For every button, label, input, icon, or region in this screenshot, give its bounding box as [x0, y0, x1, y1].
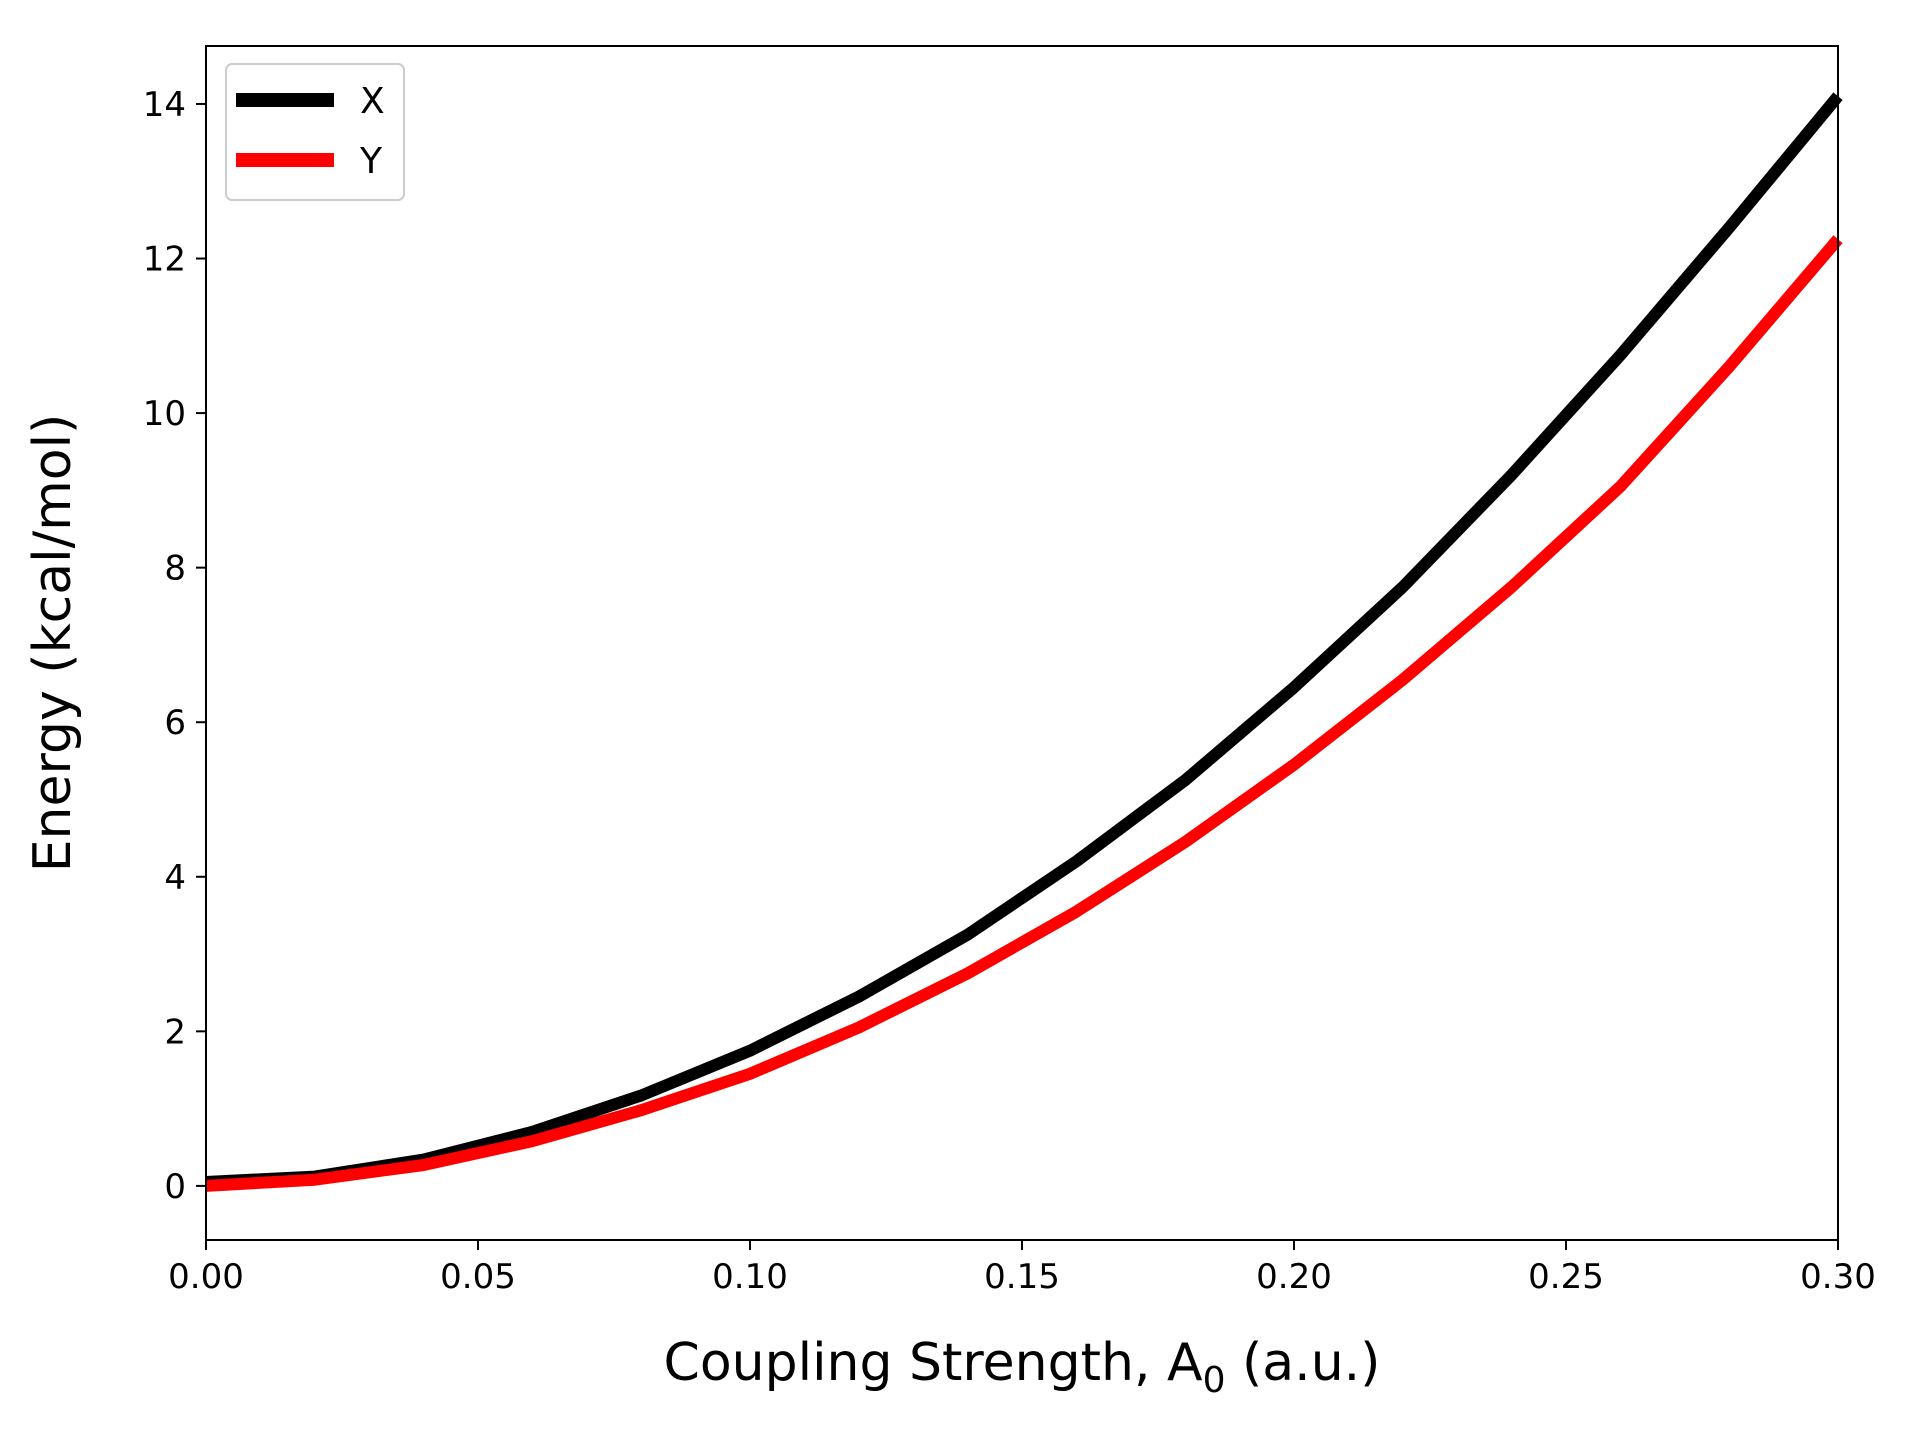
x-tick-label: 0.00 [168, 1257, 244, 1297]
series-line-y [205, 235, 1843, 1192]
y-tick-label: 2 [164, 1012, 186, 1052]
y-tick-label: 14 [143, 85, 186, 125]
x-ticks: 0.00 0.05 0.10 0.15 0.20 0.25 0.30 [168, 1240, 1876, 1297]
plot-frame [205, 45, 1839, 1241]
y-tick-label: 8 [164, 549, 186, 589]
y-axis-label: Energy (kcal/mol) [23, 414, 83, 873]
x-tick-label: 0.05 [440, 1257, 516, 1297]
y-ticks: 0 2 4 6 8 10 12 14 [143, 85, 206, 1207]
y-tick-label: 12 [143, 240, 186, 280]
series-lines [205, 92, 1843, 1192]
y-tick-label: 6 [164, 703, 186, 743]
y-tick-label: 4 [164, 858, 186, 898]
x-tick-label: 0.10 [712, 1257, 788, 1297]
x-axis-label-suffix: (a.u.) [1225, 1333, 1380, 1393]
y-tick-label: 0 [164, 1167, 186, 1207]
x-tick-label: 0.30 [1800, 1257, 1876, 1297]
legend-label-y: Y [359, 141, 383, 182]
y-tick-label: 10 [143, 394, 186, 434]
x-axis-label-main: Coupling Strength, A [664, 1333, 1203, 1393]
x-tick-label: 0.25 [1528, 1257, 1604, 1297]
x-axis-label: Coupling Strength, A0 (a.u.) [664, 1333, 1381, 1401]
x-axis-label-subscript: 0 [1203, 1360, 1226, 1401]
x-tick-label: 0.15 [984, 1257, 1060, 1297]
series-line-x [205, 92, 1843, 1188]
legend-label-x: X [360, 81, 385, 122]
legend: X Y [225, 63, 405, 201]
x-tick-label: 0.20 [1256, 1257, 1332, 1297]
